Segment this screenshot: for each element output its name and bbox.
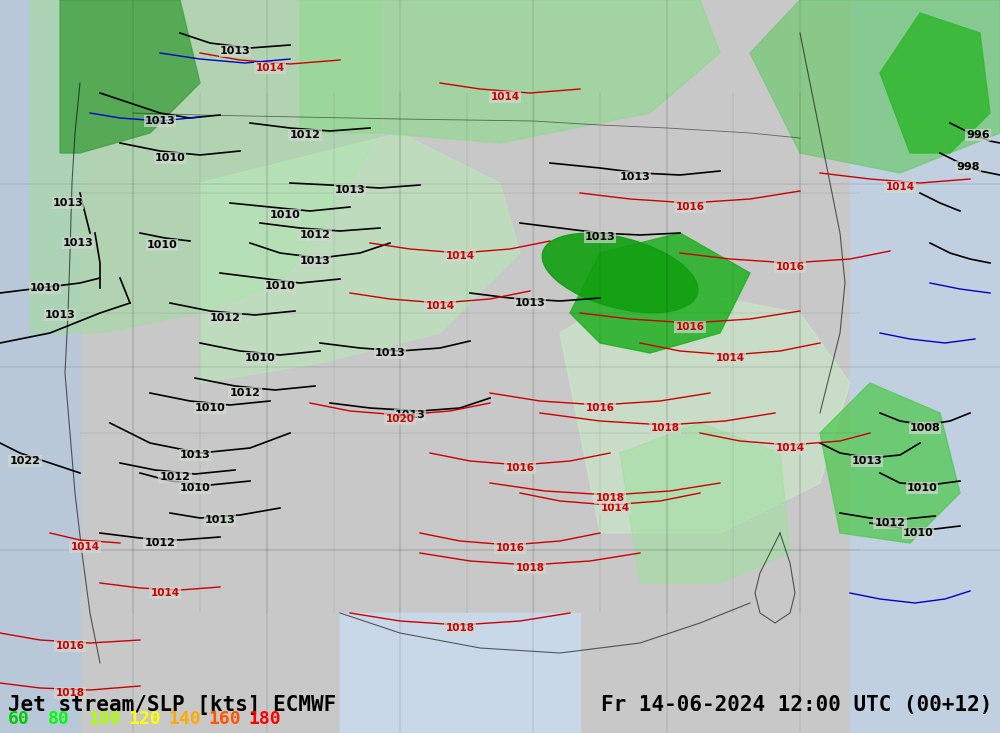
Text: 1010: 1010 bbox=[265, 281, 295, 291]
Text: 160: 160 bbox=[208, 710, 241, 728]
Polygon shape bbox=[850, 0, 1000, 733]
Text: 1013: 1013 bbox=[53, 198, 83, 208]
Text: 1013: 1013 bbox=[852, 456, 882, 466]
Text: 1010: 1010 bbox=[903, 528, 933, 538]
Polygon shape bbox=[200, 133, 520, 383]
Text: Fr 14-06-2024 12:00 UTC (00+12): Fr 14-06-2024 12:00 UTC (00+12) bbox=[601, 695, 992, 715]
Text: 1010: 1010 bbox=[147, 240, 177, 250]
Polygon shape bbox=[620, 423, 790, 583]
Text: 1013: 1013 bbox=[63, 238, 93, 248]
Text: 1016: 1016 bbox=[496, 543, 524, 553]
Text: 1012: 1012 bbox=[300, 230, 330, 240]
Text: 1016: 1016 bbox=[676, 202, 704, 212]
Text: 1014: 1014 bbox=[255, 63, 285, 73]
Polygon shape bbox=[60, 0, 200, 153]
Text: 180: 180 bbox=[248, 710, 281, 728]
Text: 1010: 1010 bbox=[180, 483, 210, 493]
Text: 1012: 1012 bbox=[160, 472, 190, 482]
Polygon shape bbox=[340, 613, 580, 733]
Text: 1014: 1014 bbox=[150, 588, 180, 598]
Text: 996: 996 bbox=[966, 130, 990, 140]
Text: 1010: 1010 bbox=[195, 403, 225, 413]
Text: 1013: 1013 bbox=[145, 116, 175, 126]
Text: 1018: 1018 bbox=[516, 563, 544, 573]
Text: 1014: 1014 bbox=[600, 503, 630, 513]
Ellipse shape bbox=[542, 233, 698, 313]
Text: 1013: 1013 bbox=[45, 310, 75, 320]
Text: 1014: 1014 bbox=[425, 301, 455, 311]
Text: 1013: 1013 bbox=[220, 46, 250, 56]
Text: 1014: 1014 bbox=[885, 182, 915, 192]
Text: 1014: 1014 bbox=[70, 542, 100, 552]
Text: 1014: 1014 bbox=[445, 251, 475, 261]
Text: 1012: 1012 bbox=[210, 313, 240, 323]
Text: 1012: 1012 bbox=[875, 518, 905, 528]
Text: 1013: 1013 bbox=[395, 410, 425, 420]
Text: 1013: 1013 bbox=[585, 232, 615, 242]
Text: 1016: 1016 bbox=[676, 322, 704, 332]
Text: 1018: 1018 bbox=[56, 688, 84, 698]
Text: 1018: 1018 bbox=[446, 623, 475, 633]
Polygon shape bbox=[30, 0, 380, 333]
Text: 1018: 1018 bbox=[650, 423, 680, 433]
Text: 1014: 1014 bbox=[490, 92, 520, 102]
Polygon shape bbox=[560, 283, 850, 533]
Text: 1014: 1014 bbox=[775, 443, 805, 453]
Text: 998: 998 bbox=[956, 162, 980, 172]
Polygon shape bbox=[880, 13, 990, 153]
Text: 1020: 1020 bbox=[386, 414, 415, 424]
Text: 140: 140 bbox=[168, 710, 201, 728]
Text: 1016: 1016 bbox=[776, 262, 804, 272]
Text: 120: 120 bbox=[128, 710, 161, 728]
Text: 1022: 1022 bbox=[10, 456, 40, 466]
Text: 1010: 1010 bbox=[270, 210, 300, 220]
Text: 100: 100 bbox=[88, 710, 121, 728]
Text: 1013: 1013 bbox=[335, 185, 365, 195]
Text: 1010: 1010 bbox=[30, 283, 60, 293]
Text: 60: 60 bbox=[8, 710, 30, 728]
Polygon shape bbox=[570, 233, 750, 353]
Text: 1012: 1012 bbox=[230, 388, 260, 398]
Text: Jet stream/SLP [kts] ECMWF: Jet stream/SLP [kts] ECMWF bbox=[8, 695, 336, 715]
Polygon shape bbox=[750, 0, 1000, 173]
Text: 1012: 1012 bbox=[290, 130, 320, 140]
Text: 1010: 1010 bbox=[907, 483, 937, 493]
Text: 1010: 1010 bbox=[155, 153, 185, 163]
Text: 1013: 1013 bbox=[205, 515, 235, 525]
Text: 1016: 1016 bbox=[586, 403, 614, 413]
Polygon shape bbox=[820, 383, 960, 543]
Polygon shape bbox=[300, 0, 720, 143]
Text: 1016: 1016 bbox=[56, 641, 84, 651]
Text: 1013: 1013 bbox=[515, 298, 545, 308]
Text: 1008: 1008 bbox=[910, 423, 940, 433]
Text: 1013: 1013 bbox=[620, 172, 650, 182]
Text: 1012: 1012 bbox=[145, 538, 175, 548]
Text: 1013: 1013 bbox=[375, 348, 405, 358]
Polygon shape bbox=[0, 0, 80, 733]
Text: 1018: 1018 bbox=[596, 493, 624, 503]
Text: 80: 80 bbox=[48, 710, 70, 728]
Text: 1014: 1014 bbox=[715, 353, 745, 363]
Text: 1010: 1010 bbox=[245, 353, 275, 363]
Text: 1016: 1016 bbox=[506, 463, 534, 473]
Text: 1013: 1013 bbox=[180, 450, 210, 460]
Text: 1013: 1013 bbox=[300, 256, 330, 266]
